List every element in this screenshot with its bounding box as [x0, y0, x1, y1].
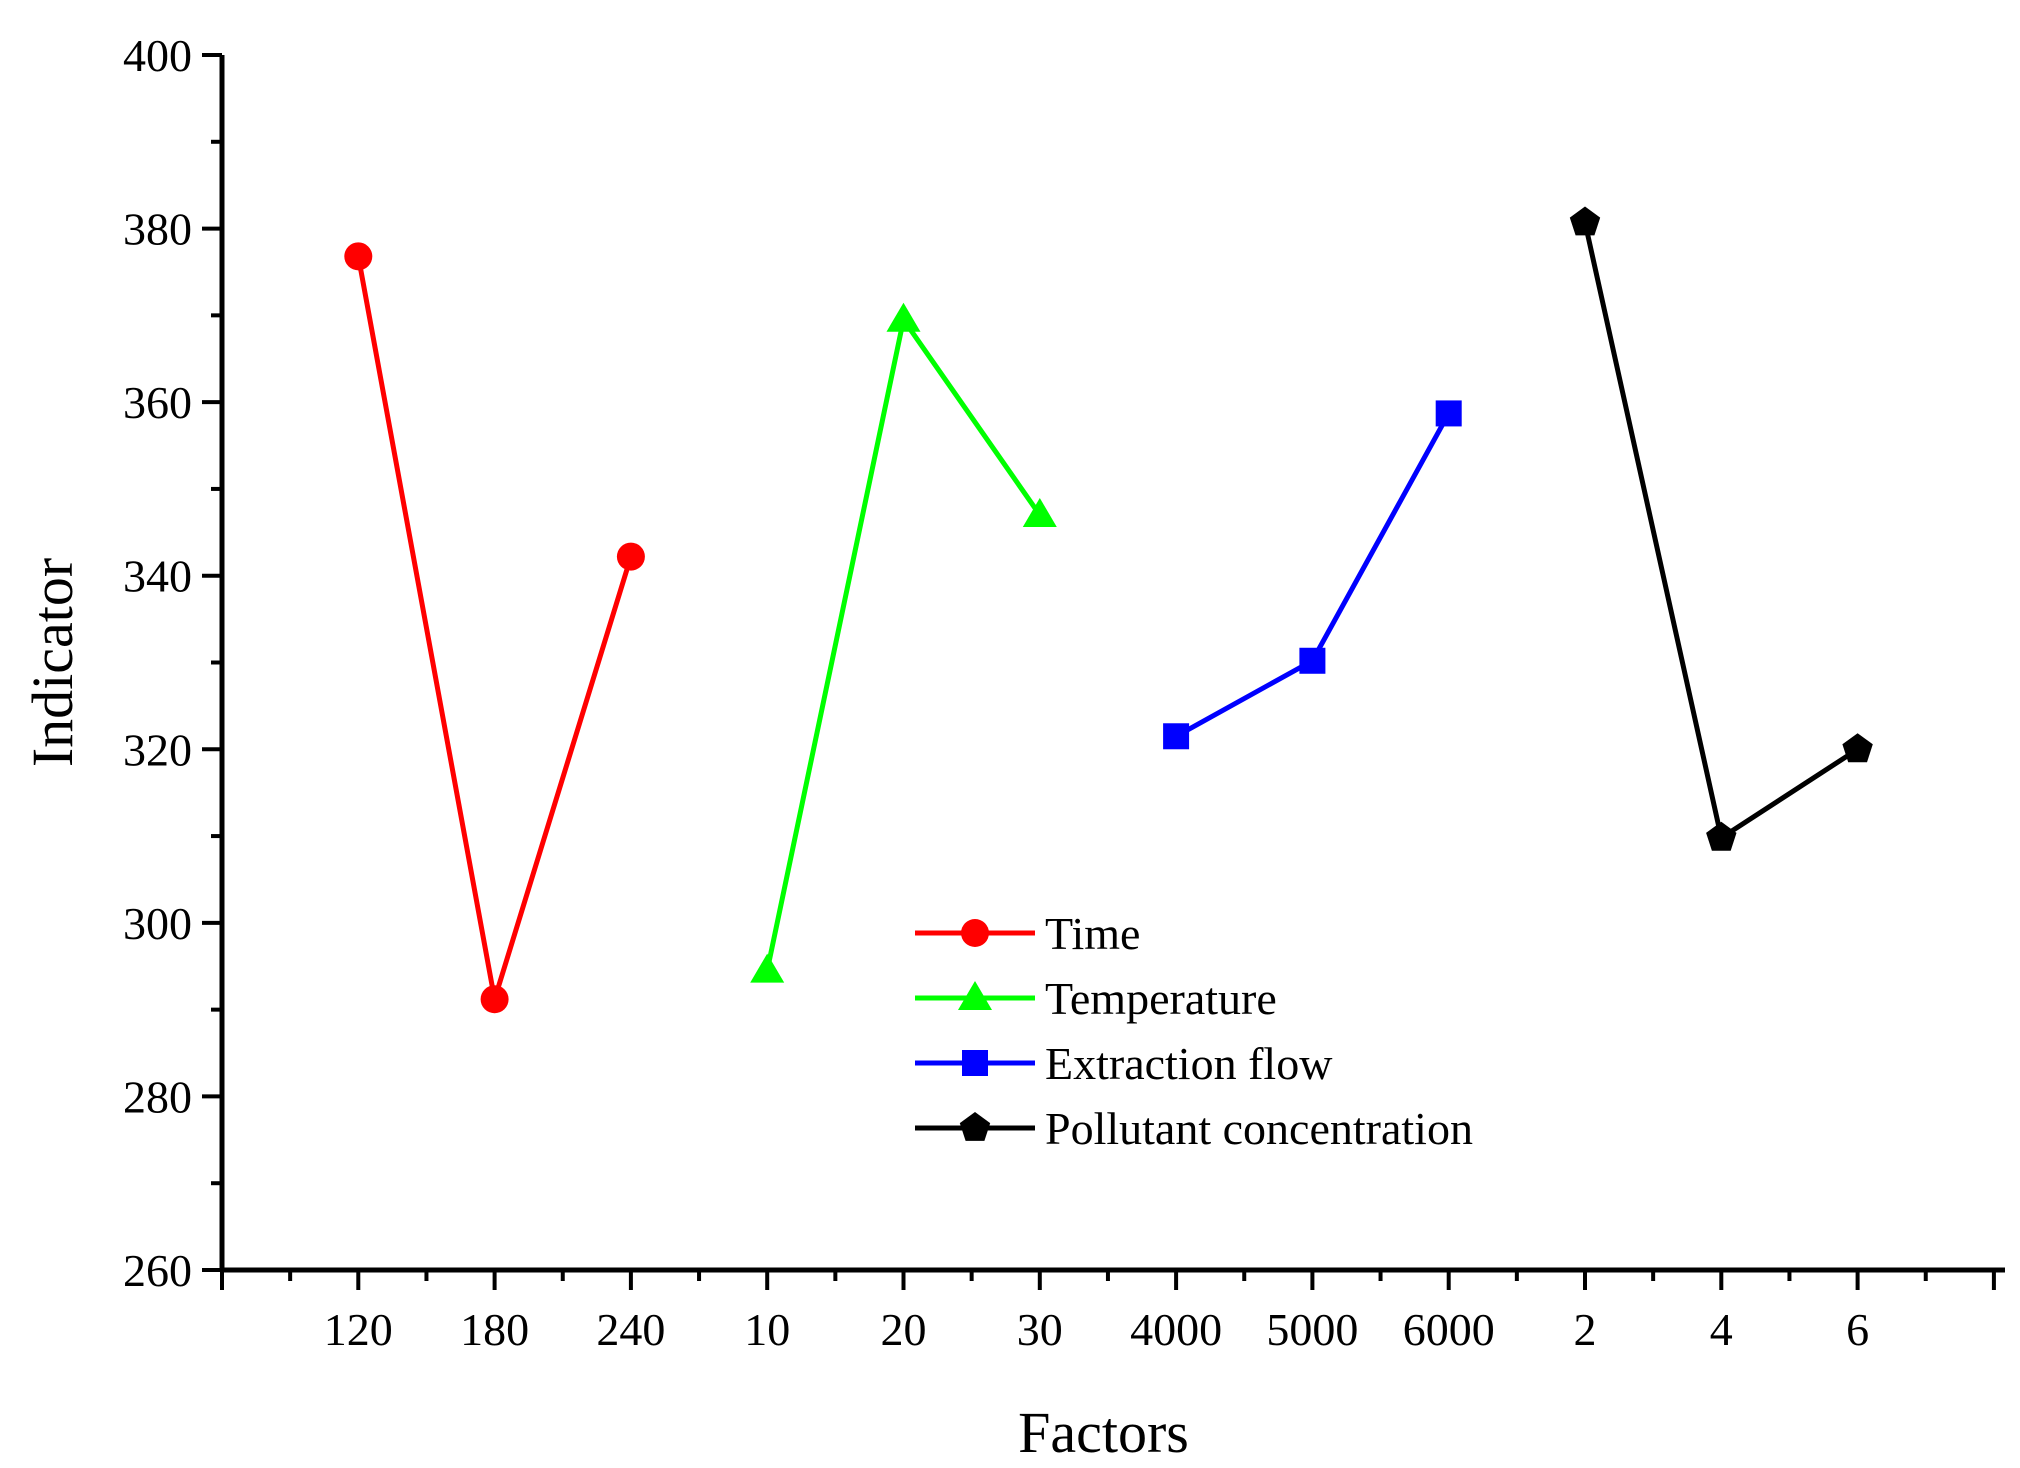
- y-tick-label: 400: [123, 30, 192, 81]
- series-temperature: [750, 302, 1057, 983]
- data-point-circle: [616, 542, 645, 571]
- axes: 260 280 300 320 340 360 380 400 120 180 240 10 20 30 4…: [123, 30, 2005, 1355]
- series-line: [355, 255, 634, 1000]
- data-point-pentagon: [1706, 821, 1737, 851]
- data-point-circle: [480, 985, 509, 1014]
- x-tick-label: 180: [460, 1304, 529, 1355]
- legend-label: Extraction flow: [1045, 1038, 1333, 1089]
- x-tick-label: 5000: [1266, 1304, 1358, 1355]
- y-tick-label: 360: [123, 377, 192, 428]
- series-layer: [344, 206, 1873, 1014]
- x-tick-label: 10: [744, 1304, 790, 1355]
- series-line: [1582, 221, 1859, 842]
- legend-marker-pentagon: [959, 1112, 991, 1141]
- x-tick-label: 4000: [1130, 1304, 1222, 1355]
- data-point-square: [1163, 723, 1190, 750]
- legend-label: Pollutant concentration: [1045, 1103, 1473, 1154]
- y-tick-label: 300: [123, 898, 192, 949]
- y-tick-label: 340: [123, 551, 192, 602]
- y-tick-label: 260: [123, 1245, 192, 1296]
- data-point-square: [1435, 400, 1462, 427]
- series-line: [764, 313, 1042, 972]
- x-tick-label: 4: [1710, 1304, 1733, 1355]
- y-axis-title: Indicator: [20, 558, 85, 767]
- y-tick-label: 320: [123, 724, 192, 775]
- data-point-circle: [344, 242, 373, 271]
- legend-marker-square: [962, 1050, 988, 1076]
- legend-label: Time: [1045, 908, 1140, 959]
- data-point-pentagon: [1569, 206, 1601, 236]
- series-line: [1174, 412, 1451, 739]
- data-point-triangle: [750, 953, 785, 983]
- legend-marker-triangle: [958, 981, 992, 1010]
- x-tick-label: 6000: [1403, 1304, 1495, 1355]
- x-tick-label: 30: [1017, 1304, 1063, 1355]
- legend-item: Pollutant concentration: [915, 1103, 1473, 1154]
- data-point-square: [1299, 647, 1326, 674]
- legend-item: Time: [915, 908, 1140, 959]
- x-axis-title: Factors: [1018, 1400, 1189, 1465]
- data-point-triangle: [1022, 497, 1057, 527]
- data-point-triangle: [886, 302, 921, 332]
- legend: Time Temperature Extraction flow Pollutant …: [915, 908, 1473, 1154]
- series-time: [344, 242, 645, 1014]
- series-pollutant-concentration: [1569, 206, 1873, 851]
- x-tick-label: 120: [324, 1304, 393, 1355]
- legend-label: Temperature: [1045, 973, 1277, 1024]
- legend-marker-circle: [961, 919, 989, 947]
- y-tick-label: 380: [123, 204, 192, 255]
- series-extraction-flow: [1163, 400, 1462, 750]
- x-tick-label: 20: [881, 1304, 927, 1355]
- legend-item: Extraction flow: [915, 1038, 1333, 1089]
- data-point-pentagon: [1842, 733, 1873, 763]
- y-tick-label: 280: [123, 1071, 192, 1122]
- legend-item: Temperature: [915, 973, 1277, 1024]
- x-tick-label: 240: [596, 1304, 665, 1355]
- x-tick-label: 6: [1846, 1304, 1869, 1355]
- x-tick-label: 2: [1574, 1304, 1597, 1355]
